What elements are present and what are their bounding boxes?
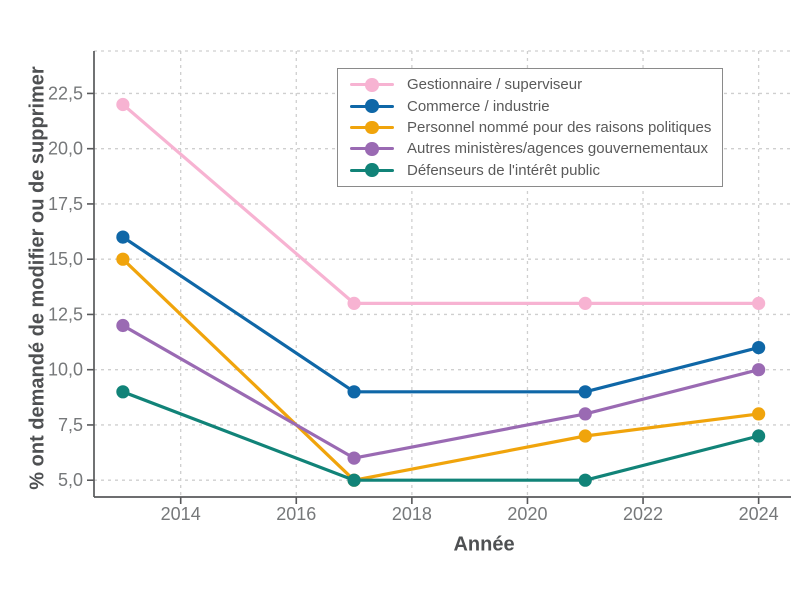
data-point [578, 473, 592, 487]
legend-item: Gestionnaire / superviseur [350, 76, 718, 93]
legend-label: Commerce / industrie [407, 97, 550, 115]
y-tick-label: 22,5 [48, 83, 83, 103]
legend-item: Autres ministères/agences gouvernementau… [350, 140, 718, 157]
data-point [347, 451, 361, 465]
legend-item: Personnel nommé pour des raisons politiq… [350, 119, 718, 136]
legend-line-dot-marker [350, 77, 394, 92]
legend-item: Commerce / industrie [350, 98, 718, 115]
x-tick-label: 2018 [392, 504, 432, 524]
data-point [752, 296, 766, 310]
y-tick-label: 5,0 [58, 470, 83, 490]
data-point [347, 473, 361, 487]
legend-line-dot-marker [350, 120, 394, 135]
y-axis-title: % ont demandé de modifier ou de supprime… [26, 66, 49, 490]
legend-label: Gestionnaire / superviseur [407, 76, 583, 94]
x-tick-label: 2022 [623, 504, 663, 524]
legend-line-dot-marker [350, 99, 394, 114]
legend-item: Défenseurs de l'intérêt public [350, 162, 718, 179]
data-point [116, 230, 130, 244]
data-point [752, 363, 766, 377]
data-point [578, 385, 592, 399]
data-point [116, 318, 130, 333]
data-point [116, 385, 130, 399]
series-line [121, 102, 761, 305]
y-tick-label: 12,5 [48, 304, 83, 324]
data-point [752, 340, 766, 355]
data-point [578, 429, 592, 443]
data-point [116, 252, 130, 266]
legend-line-dot-marker [350, 141, 394, 156]
legend: Gestionnaire / superviseur Commerce / ind… [337, 68, 723, 187]
y-tick-label: 10,0 [48, 360, 83, 380]
y-tick-label: 20,0 [48, 139, 83, 159]
data-point [116, 97, 130, 112]
x-axis-title: Année [453, 533, 515, 556]
series-line [121, 323, 761, 460]
series-line [121, 257, 761, 482]
data-point [752, 407, 766, 421]
data-point [578, 407, 592, 421]
x-tick-label: 2016 [276, 504, 316, 524]
y-tick-label: 15,0 [48, 249, 83, 269]
legend-label: Défenseurs de l'intérêt public [407, 161, 600, 179]
legend-label: Personnel nommé pour des raisons politiq… [407, 118, 712, 136]
data-point [347, 385, 361, 399]
legend-label: Autres ministères/agences gouvernementau… [407, 140, 708, 158]
x-tick-label: 2024 [739, 504, 779, 524]
legend-line-dot-marker [350, 163, 394, 178]
data-point [347, 296, 361, 310]
x-tick-label: 2014 [161, 504, 201, 524]
y-tick-label: 17,5 [48, 194, 83, 214]
y-tick-label: 7,5 [58, 415, 83, 435]
data-point [578, 296, 592, 310]
data-point [752, 429, 766, 443]
series-line [121, 390, 761, 482]
series-line [121, 235, 761, 394]
x-tick-label: 2020 [507, 504, 547, 524]
